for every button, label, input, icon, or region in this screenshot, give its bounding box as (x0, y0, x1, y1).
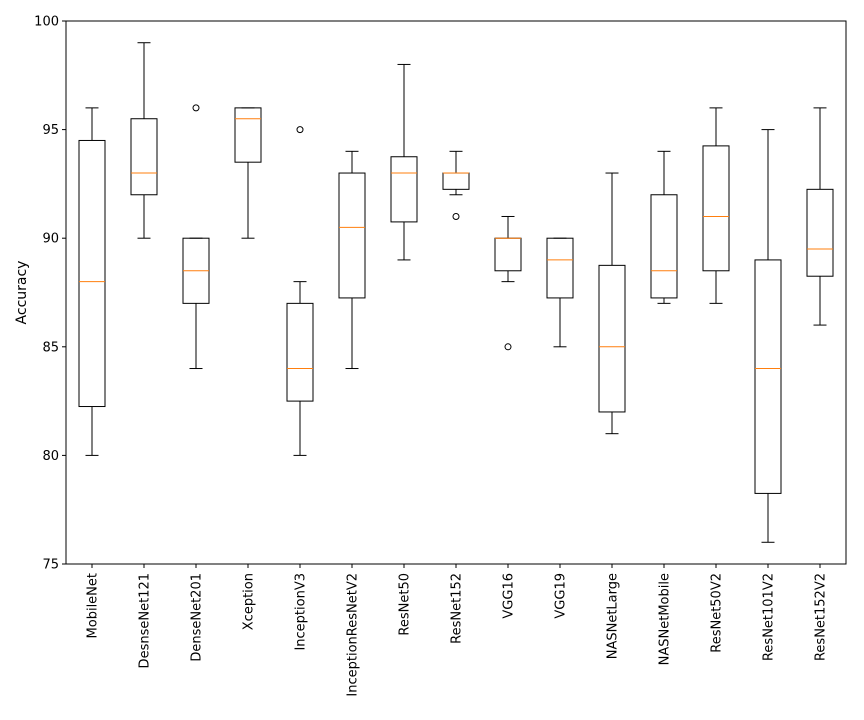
iqr-box (598, 264, 626, 413)
box-DesnseNet121 (130, 42, 158, 239)
x-tick-label: DesnseNet121 (138, 573, 153, 668)
x-axis-ticks: MobileNet DesnseNet121 DenseNet201 Xception… (86, 564, 829, 697)
x-tick-label: Xception (242, 573, 257, 630)
y-tick-label: 80 (42, 449, 59, 464)
y-tick-label: 75 (42, 558, 59, 573)
x-tick-label: ResNet101V2 (762, 573, 777, 661)
y-tick-label: 95 (42, 123, 59, 138)
box-ResNet50V2 (702, 107, 730, 304)
box-VGG19 (546, 237, 574, 348)
iqr-box (78, 139, 106, 408)
box-NASNetLarge (598, 172, 626, 435)
iqr-box (130, 118, 158, 196)
y-tick-label: 100 (34, 15, 59, 30)
iqr-box (286, 302, 314, 402)
iqr-box (754, 259, 782, 494)
iqr-box (650, 194, 678, 299)
x-tick-label: InceptionResNetV2 (346, 573, 361, 697)
x-tick-label: MobileNet (86, 573, 101, 638)
box-ResNet152 (442, 150, 470, 220)
y-tick-label: 85 (42, 340, 59, 355)
box-DenseNet201 (182, 104, 210, 370)
x-tick-label: VGG19 (554, 573, 569, 619)
box-ResNet50 (390, 63, 418, 261)
iqr-box (338, 172, 366, 299)
iqr-box (806, 188, 834, 277)
x-tick-label: ResNet50 (398, 573, 413, 636)
box-InceptionResNetV2 (338, 150, 366, 370)
box-ResNet101V2 (754, 129, 782, 543)
outlier-point (192, 104, 200, 112)
box-VGG16 (494, 215, 522, 351)
iqr-box (234, 107, 262, 163)
outlier-point (452, 212, 460, 220)
outlier-point (504, 343, 512, 351)
x-tick-label: DenseNet201 (190, 573, 205, 662)
iqr-box (702, 145, 730, 272)
x-tick-label: ResNet50V2 (710, 573, 725, 653)
box-MobileNet (78, 107, 106, 456)
x-tick-label: ResNet152 (450, 573, 465, 644)
plot-frame (65, 20, 847, 565)
outlier-point (296, 126, 304, 134)
box-Xception (234, 107, 262, 239)
x-tick-label: NASNetMobile (658, 573, 673, 665)
x-tick-label: InceptionV3 (294, 573, 309, 651)
box-NASNetMobile (650, 150, 678, 304)
x-tick-label: ResNet152V2 (814, 573, 829, 661)
box-InceptionV3 (286, 126, 314, 456)
y-axis-title: Accuracy (14, 261, 30, 325)
x-tick-label: NASNetLarge (606, 573, 621, 659)
box-ResNet152V2 (806, 107, 834, 326)
iqr-box (546, 237, 574, 299)
iqr-box (390, 156, 418, 223)
y-tick-label: 90 (42, 232, 59, 247)
y-axis-ticks: 75 80 85 90 95 100 (34, 15, 66, 573)
x-tick-label: VGG16 (502, 573, 517, 619)
box-series (78, 42, 834, 543)
